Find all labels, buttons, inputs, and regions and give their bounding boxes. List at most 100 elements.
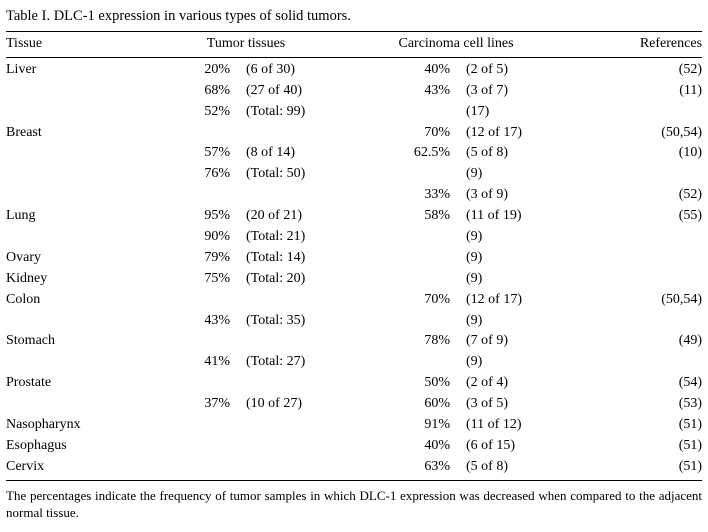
table-row: 90%(Total: 21)(9) (6, 227, 702, 248)
table-row: 41%(Total: 27)(9) (6, 352, 702, 373)
col-header-tissue: Tissue (6, 34, 146, 55)
cell-tumor-detail: (10 of 27) (236, 394, 346, 415)
cell-carcinoma-detail: (9) (456, 311, 566, 332)
table-row: Breast70%(12 of 17)(50,54) (6, 123, 702, 144)
cell-tumor-detail (236, 185, 346, 206)
cell-tissue: Lung (6, 206, 146, 227)
cell-ref: (10) (566, 143, 702, 164)
cell-ref (566, 352, 702, 373)
cell-carcinoma-detail: (7 of 9) (456, 331, 566, 352)
cell-tissue: Prostate (6, 373, 146, 394)
cell-carcinoma-pct: 40% (346, 60, 456, 81)
cell-tumor-detail: (Total: 27) (236, 352, 346, 373)
cell-carcinoma-pct: 63% (346, 457, 456, 478)
data-table: Tissue Tumor tissues Carcinoma cell line… (6, 34, 702, 478)
cell-carcinoma-pct (346, 269, 456, 290)
cell-tissue (6, 352, 146, 373)
cell-tumor-detail: (Total: 14) (236, 248, 346, 269)
cell-tissue: Breast (6, 123, 146, 144)
col-header-refs: References (566, 34, 702, 55)
cell-tumor-pct: 90% (146, 227, 236, 248)
cell-carcinoma-detail: (9) (456, 248, 566, 269)
table-row: 68%(27 of 40)43%(3 of 7)(11) (6, 81, 702, 102)
table-row: Lung95%(20 of 21)58%(11 of 19)(55) (6, 206, 702, 227)
table-footnote: The percentages indicate the frequency o… (6, 483, 702, 522)
cell-tumor-detail (236, 436, 346, 457)
cell-tissue: Nasopharynx (6, 415, 146, 436)
cell-tissue: Ovary (6, 248, 146, 269)
cell-carcinoma-detail: (11 of 19) (456, 206, 566, 227)
top-rule (6, 31, 702, 32)
cell-tissue (6, 164, 146, 185)
cell-ref: (51) (566, 415, 702, 436)
cell-ref (566, 164, 702, 185)
cell-tumor-detail (236, 457, 346, 478)
cell-ref: (50,54) (566, 123, 702, 144)
cell-carcinoma-pct (346, 227, 456, 248)
cell-carcinoma-detail: (6 of 15) (456, 436, 566, 457)
cell-tumor-detail (236, 331, 346, 352)
cell-tumor-detail: (27 of 40) (236, 81, 346, 102)
table-row: Prostate50%(2 of 4)(54) (6, 373, 702, 394)
table-row: Stomach78%(7 of 9)(49) (6, 331, 702, 352)
table-row: Kidney75%(Total: 20)(9) (6, 269, 702, 290)
cell-tumor-pct (146, 290, 236, 311)
cell-carcinoma-pct: 43% (346, 81, 456, 102)
cell-tissue: Kidney (6, 269, 146, 290)
table-row: 43%(Total: 35)(9) (6, 311, 702, 332)
cell-tumor-detail (236, 415, 346, 436)
cell-ref (566, 227, 702, 248)
cell-carcinoma-pct: 40% (346, 436, 456, 457)
cell-carcinoma-detail: (9) (456, 352, 566, 373)
cell-tumor-detail: (8 of 14) (236, 143, 346, 164)
cell-tumor-detail (236, 290, 346, 311)
cell-carcinoma-detail: (3 of 5) (456, 394, 566, 415)
cell-carcinoma-detail: (3 of 9) (456, 185, 566, 206)
cell-ref: (50,54) (566, 290, 702, 311)
table-head: Tissue Tumor tissues Carcinoma cell line… (6, 34, 702, 60)
cell-ref (566, 248, 702, 269)
table-row: 76%(Total: 50)(9) (6, 164, 702, 185)
cell-ref: (11) (566, 81, 702, 102)
table-row: Ovary79%(Total: 14)(9) (6, 248, 702, 269)
table-row: Colon70%(12 of 17)(50,54) (6, 290, 702, 311)
cell-tissue (6, 394, 146, 415)
cell-ref: (52) (566, 185, 702, 206)
table-body: Liver20%(6 of 30)40%(2 of 5)(52)68%(27 o… (6, 60, 702, 478)
table-row: Liver20%(6 of 30)40%(2 of 5)(52) (6, 60, 702, 81)
cell-tumor-detail: (6 of 30) (236, 60, 346, 81)
cell-carcinoma-pct (346, 311, 456, 332)
head-rule (6, 57, 702, 58)
cell-carcinoma-pct: 70% (346, 123, 456, 144)
cell-tissue: Colon (6, 290, 146, 311)
table-row: 57%(8 of 14)62.5%(5 of 8)(10) (6, 143, 702, 164)
cell-carcinoma-detail: (5 of 8) (456, 457, 566, 478)
cell-ref: (49) (566, 331, 702, 352)
cell-ref: (51) (566, 457, 702, 478)
cell-carcinoma-pct (346, 164, 456, 185)
cell-tumor-pct: 57% (146, 143, 236, 164)
cell-tumor-pct: 43% (146, 311, 236, 332)
cell-tumor-detail: (Total: 20) (236, 269, 346, 290)
cell-carcinoma-detail: (9) (456, 227, 566, 248)
cell-carcinoma-detail: (2 of 4) (456, 373, 566, 394)
cell-tumor-pct: 52% (146, 102, 236, 123)
cell-tissue: Liver (6, 60, 146, 81)
table-row: 33%(3 of 9)(52) (6, 185, 702, 206)
cell-tumor-detail: (20 of 21) (236, 206, 346, 227)
table-row: Nasopharynx91%(11 of 12)(51) (6, 415, 702, 436)
cell-carcinoma-pct: 62.5% (346, 143, 456, 164)
cell-tumor-pct: 95% (146, 206, 236, 227)
cell-tissue (6, 185, 146, 206)
cell-tumor-pct (146, 457, 236, 478)
cell-tumor-detail (236, 123, 346, 144)
col-header-tumor: Tumor tissues (146, 34, 346, 55)
cell-carcinoma-pct: 50% (346, 373, 456, 394)
cell-tissue (6, 311, 146, 332)
cell-tumor-detail: (Total: 99) (236, 102, 346, 123)
cell-tissue (6, 143, 146, 164)
table-row: Cervix63%(5 of 8)(51) (6, 457, 702, 478)
cell-carcinoma-pct (346, 352, 456, 373)
cell-carcinoma-pct: 33% (346, 185, 456, 206)
cell-carcinoma-detail: (17) (456, 102, 566, 123)
